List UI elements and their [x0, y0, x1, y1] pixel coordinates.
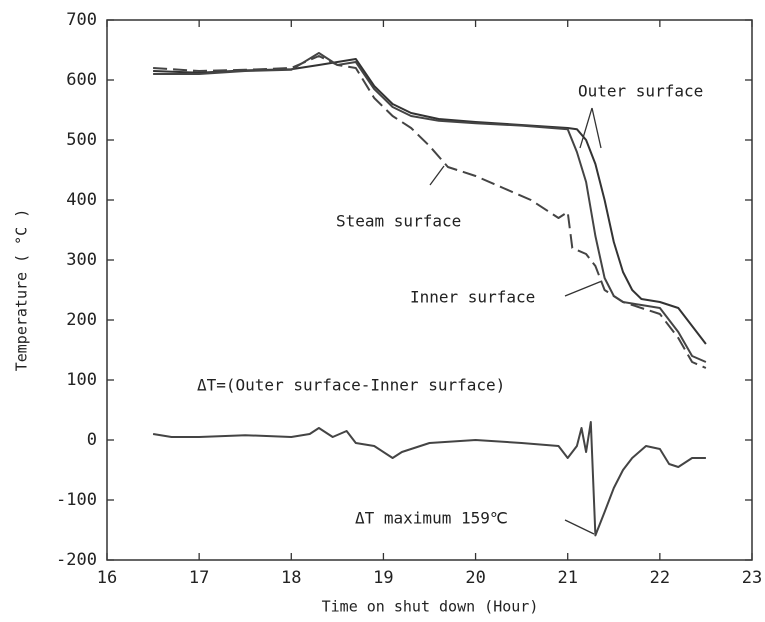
y-tick-label: 600: [66, 70, 97, 90]
annotation: Inner surface: [410, 288, 535, 307]
annotation: ΔT=(Outer surface-Inner surface): [197, 376, 505, 395]
x-tick-label: 18: [281, 568, 301, 588]
x-axis-label: Time on shut down (Hour): [322, 598, 539, 616]
series-line: [152, 421, 706, 537]
y-tick-label: 300: [66, 250, 97, 270]
y-tick-label: 500: [66, 130, 97, 150]
annotation: Steam surface: [336, 212, 461, 231]
y-tick-label: -100: [56, 490, 97, 510]
annotation: ΔT maximum 159℃: [355, 509, 508, 528]
x-tick-label: 21: [557, 568, 577, 588]
annotation: Outer surface: [578, 82, 703, 101]
x-tick-label: 17: [189, 568, 209, 588]
series-line: [153, 52, 707, 363]
x-tick-label: 23: [742, 568, 762, 588]
x-tick-label: 16: [97, 568, 117, 588]
y-tick-label: 0: [87, 430, 97, 450]
annotation-arrows: [429, 107, 603, 535]
series-line: [153, 55, 707, 369]
y-tick-label: -200: [56, 550, 97, 570]
y-tick-label: 200: [66, 310, 97, 330]
y-tick-label: 700: [66, 10, 97, 30]
x-tick-label: 22: [650, 568, 670, 588]
y-tick-label: 100: [66, 370, 97, 390]
y-axis-label: Temperature ( °C ): [13, 209, 31, 372]
x-tick-label: 19: [373, 568, 393, 588]
y-tick-label: 400: [66, 190, 97, 210]
plot-frame: [106, 19, 753, 561]
x-tick-label: 20: [465, 568, 485, 588]
